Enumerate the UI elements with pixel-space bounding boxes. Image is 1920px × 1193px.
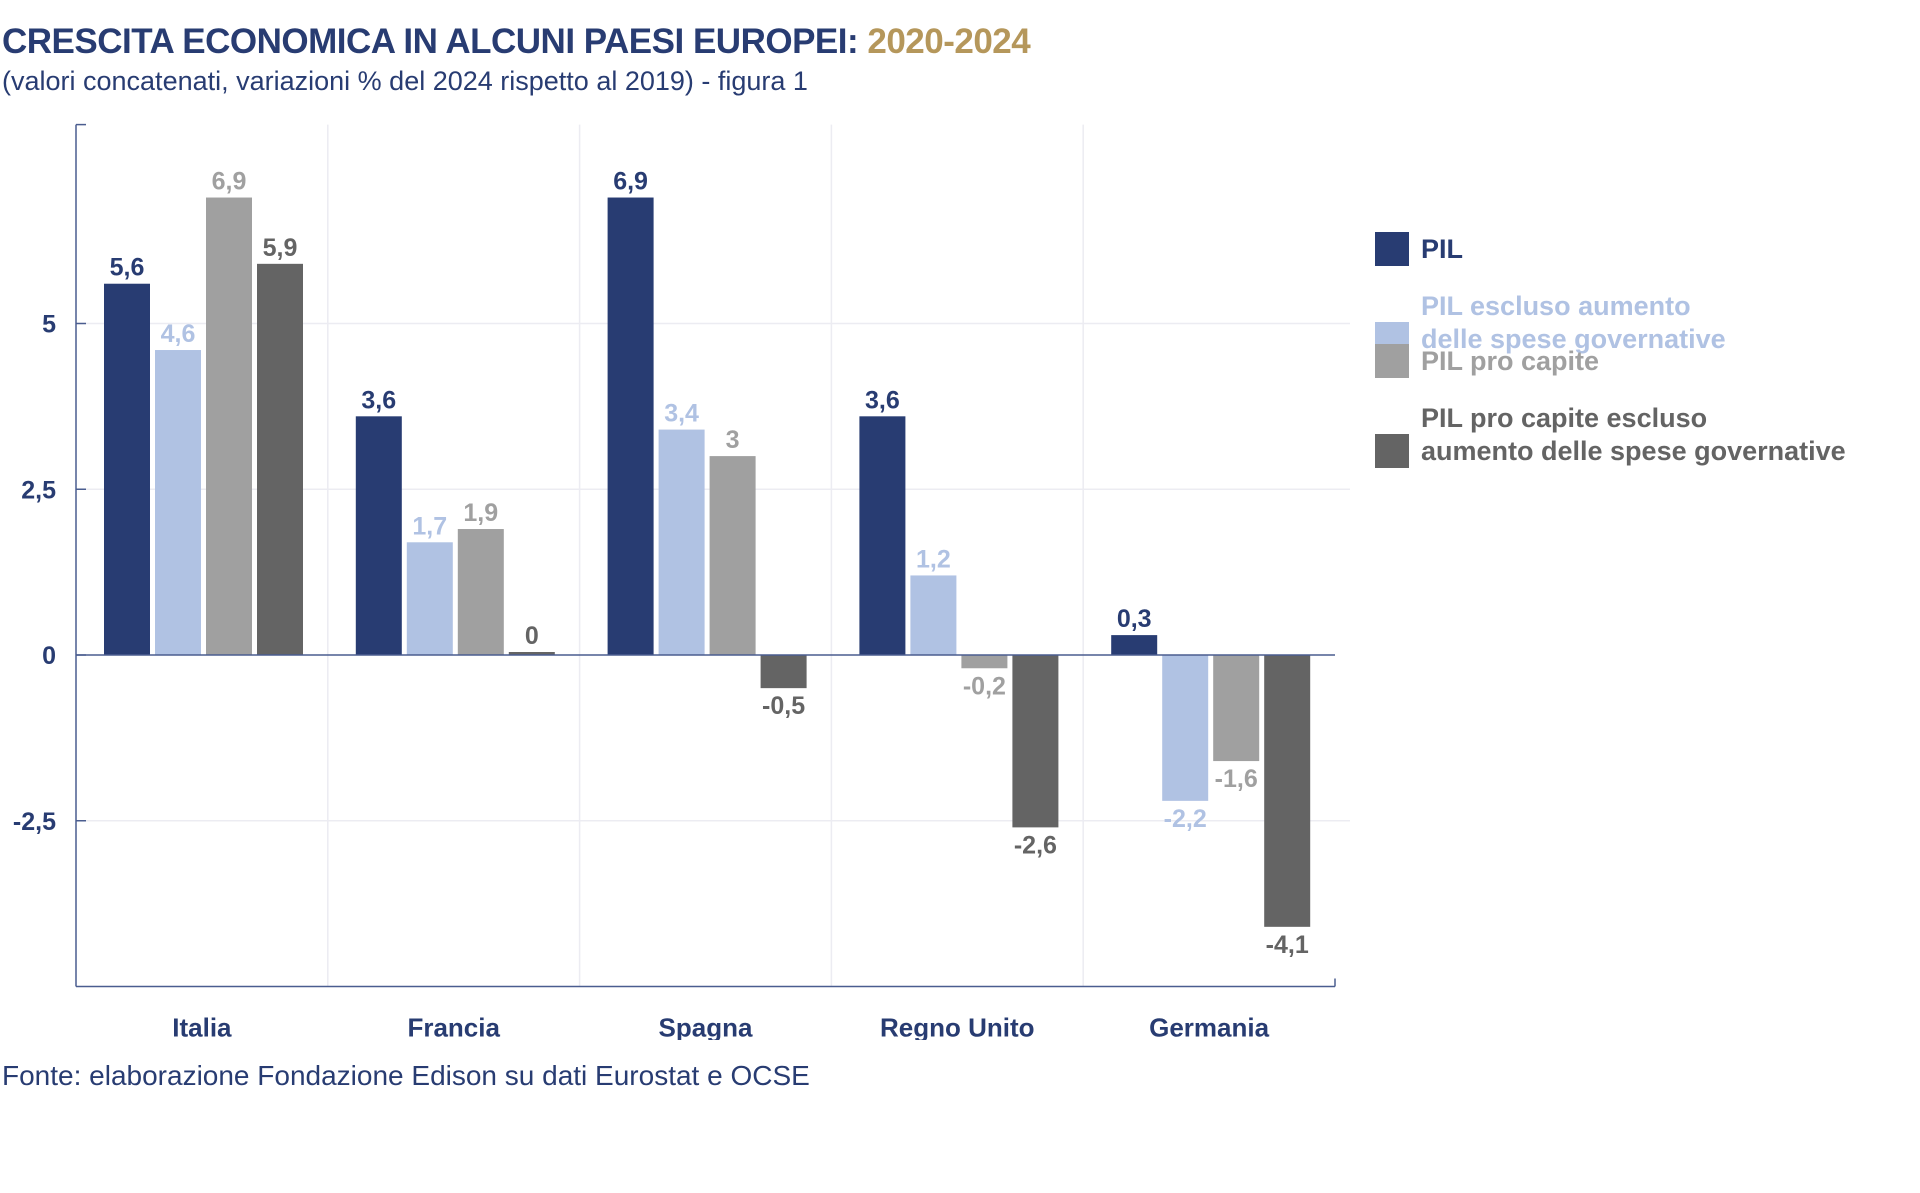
bar — [910, 575, 957, 655]
legend-label-line: PIL — [1421, 233, 1464, 264]
legend-label-line: PIL pro capite — [1421, 345, 1600, 376]
bar — [607, 197, 654, 655]
x-tick-label: Germania — [1149, 1013, 1269, 1041]
chart-title: CRESCITA ECONOMICA IN ALCUNI PAESI EUROP… — [2, 22, 1031, 62]
bar — [658, 429, 705, 655]
legend-item: PIL — [1375, 232, 1463, 266]
source-note: Fonte: elaborazione Fondazione Edison su… — [2, 1060, 810, 1091]
title-years: 2020-2024 — [867, 22, 1031, 61]
bar — [406, 542, 453, 655]
data-label: 3,6 — [361, 386, 396, 414]
data-label: 1,7 — [412, 512, 447, 540]
bar — [1111, 635, 1158, 655]
legend-label-line: PIL escluso aumento — [1421, 291, 1691, 321]
data-label: -2,6 — [1014, 831, 1057, 859]
data-label: 6,9 — [613, 168, 648, 196]
bar — [1213, 655, 1260, 762]
data-label: 3,4 — [664, 400, 699, 428]
axes: -2,5 0 2,5 5 Italia Francia Spagna Regno Unito G… — [13, 123, 1336, 1041]
bar — [457, 529, 504, 655]
legend-item: PIL pro capite escluso aumento delle spes… — [1375, 402, 1846, 468]
legend-swatch — [1375, 434, 1409, 468]
bar — [104, 283, 150, 655]
data-label: -0,5 — [762, 692, 805, 720]
bar — [355, 416, 402, 655]
x-tick-label: Francia — [407, 1013, 500, 1041]
data-label: 5,6 — [110, 254, 145, 282]
y-tick-label: 5 — [42, 311, 56, 339]
y-tick-label: -2,5 — [13, 808, 56, 836]
bar — [206, 197, 252, 655]
chart-subtitle: (valori concatenati, variazioni % del 20… — [2, 66, 808, 96]
x-tick-label: Italia — [172, 1013, 232, 1041]
legend-label: PIL pro capite escluso aumento delle spes… — [1421, 402, 1846, 468]
bar — [257, 263, 303, 655]
data-label: 3,6 — [865, 386, 900, 414]
data-label: 0,3 — [1117, 605, 1152, 633]
legend-label-line: PIL pro capite escluso — [1421, 403, 1708, 433]
legend-label: PIL — [1421, 233, 1463, 266]
data-label: 3 — [726, 426, 740, 454]
data-label: 4,6 — [161, 320, 196, 348]
bar — [1162, 655, 1209, 801]
bar — [155, 350, 201, 655]
data-label: 6,9 — [212, 168, 247, 196]
data-label: 5,9 — [263, 234, 298, 262]
y-tick-label: 2,5 — [21, 476, 56, 504]
x-tick-label: Spagna — [659, 1013, 753, 1041]
bar — [961, 655, 1008, 669]
x-tick-label: Regno Unito — [880, 1013, 1035, 1041]
legend-label-line: delle spese governative — [1421, 324, 1726, 354]
legend-item: PIL pro capite — [1375, 344, 1599, 378]
title-main: CRESCITA ECONOMICA IN ALCUNI PAESI EUROP… — [2, 22, 868, 61]
bar — [760, 655, 807, 689]
legend-label-line: aumento delle spese governative — [1421, 436, 1846, 466]
bars — [104, 197, 1311, 927]
legend-label: PIL pro capite — [1421, 345, 1599, 378]
legend-label: PIL escluso aumento delle spese governati… — [1421, 290, 1726, 356]
bar — [508, 652, 555, 655]
data-label: -0,2 — [963, 672, 1006, 700]
bar — [1264, 655, 1311, 927]
bar — [859, 416, 906, 655]
data-label: -4,1 — [1266, 931, 1309, 959]
y-tick-label: 0 — [42, 642, 56, 670]
data-label: 0 — [525, 622, 539, 650]
data-label: -1,6 — [1215, 765, 1258, 793]
legend-swatch — [1375, 344, 1409, 378]
data-label: 1,2 — [916, 545, 951, 573]
legend-swatch — [1375, 232, 1409, 266]
legend-item: PIL escluso aumento delle spese governati… — [1375, 290, 1726, 356]
data-label: 1,9 — [463, 499, 498, 527]
data-labels: 5,6 3,6 6,9 3,6 0,3 4,6 1,7 3,4 1,2 -2,2 6,9 1,9 3 -0… — [110, 168, 1309, 959]
bar-chart: -2,5 0 2,5 5 Italia Francia Spagna Regno Unito G… — [13, 123, 1350, 1041]
data-label: -2,2 — [1164, 805, 1207, 833]
bar — [1012, 655, 1059, 828]
bar — [709, 456, 756, 655]
